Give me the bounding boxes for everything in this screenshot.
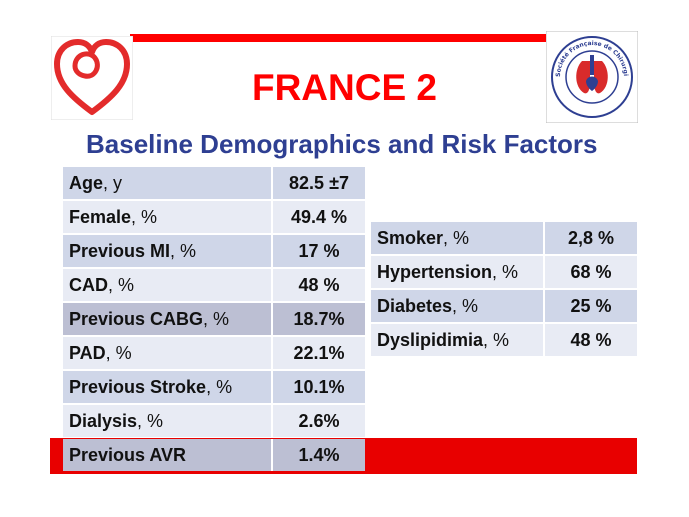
- heart-icon: [51, 36, 133, 120]
- table-row: Smoker, % 2,8 %: [371, 222, 637, 254]
- society-seal-icon: Société Française de Chirurgie Thoraciqu…: [546, 31, 638, 123]
- row-value: 25 %: [545, 290, 637, 322]
- table-row: Previous Stroke, % 10.1%: [63, 371, 365, 403]
- row-label: Smoker, %: [371, 222, 545, 254]
- row-value: 2.6%: [273, 405, 365, 437]
- row-value: 18.7%: [273, 303, 365, 335]
- row-label: CAD, %: [63, 269, 273, 301]
- row-label: Female, %: [63, 201, 273, 233]
- top-red-bar: [130, 34, 547, 42]
- table-row: Female, % 49.4 %: [63, 201, 365, 233]
- table-row: Previous CABG, % 18.7%: [63, 303, 365, 335]
- row-value: 49.4 %: [273, 201, 365, 233]
- table-row: PAD, % 22.1%: [63, 337, 365, 369]
- row-value: 48 %: [545, 324, 637, 356]
- row-value: 48 %: [273, 269, 365, 301]
- row-label: Age, y: [63, 167, 273, 199]
- row-value: 1.4%: [273, 439, 365, 471]
- row-value: 22.1%: [273, 337, 365, 369]
- table-row: Hypertension, % 68 %: [371, 256, 637, 288]
- slide-subtitle: Baseline Demographics and Risk Factors: [86, 129, 598, 159]
- table-row: Previous MI, % 17 %: [63, 235, 365, 267]
- table-row: Dialysis, % 2.6%: [63, 405, 365, 437]
- risk-factors-table: Smoker, % 2,8 % Hypertension, % 68 % Dia…: [371, 220, 637, 358]
- row-value: 82.5 ±7: [273, 167, 365, 199]
- row-label: Previous CABG, %: [63, 303, 273, 335]
- table-row: CAD, % 48 %: [63, 269, 365, 301]
- row-label: Hypertension, %: [371, 256, 545, 288]
- table-row: Diabetes, % 25 %: [371, 290, 637, 322]
- demographics-table: Age, y 82.5 ±7 Female, % 49.4 % Previous…: [63, 165, 365, 473]
- row-value: 2,8 %: [545, 222, 637, 254]
- row-label: Previous Stroke, %: [63, 371, 273, 403]
- row-label: Previous AVR: [63, 439, 273, 471]
- row-value: 17 %: [273, 235, 365, 267]
- row-value: 68 %: [545, 256, 637, 288]
- slide-title: FRANCE 2: [251, 67, 438, 108]
- row-label: PAD, %: [63, 337, 273, 369]
- table-row: Age, y 82.5 ±7: [63, 167, 365, 199]
- row-label: Dyslipidimia, %: [371, 324, 545, 356]
- row-label: Previous MI, %: [63, 235, 273, 267]
- row-label: Diabetes, %: [371, 290, 545, 322]
- table-row: Dyslipidimia, % 48 %: [371, 324, 637, 356]
- row-value: 10.1%: [273, 371, 365, 403]
- row-label: Dialysis, %: [63, 405, 273, 437]
- table-row: Previous AVR 1.4%: [63, 439, 365, 471]
